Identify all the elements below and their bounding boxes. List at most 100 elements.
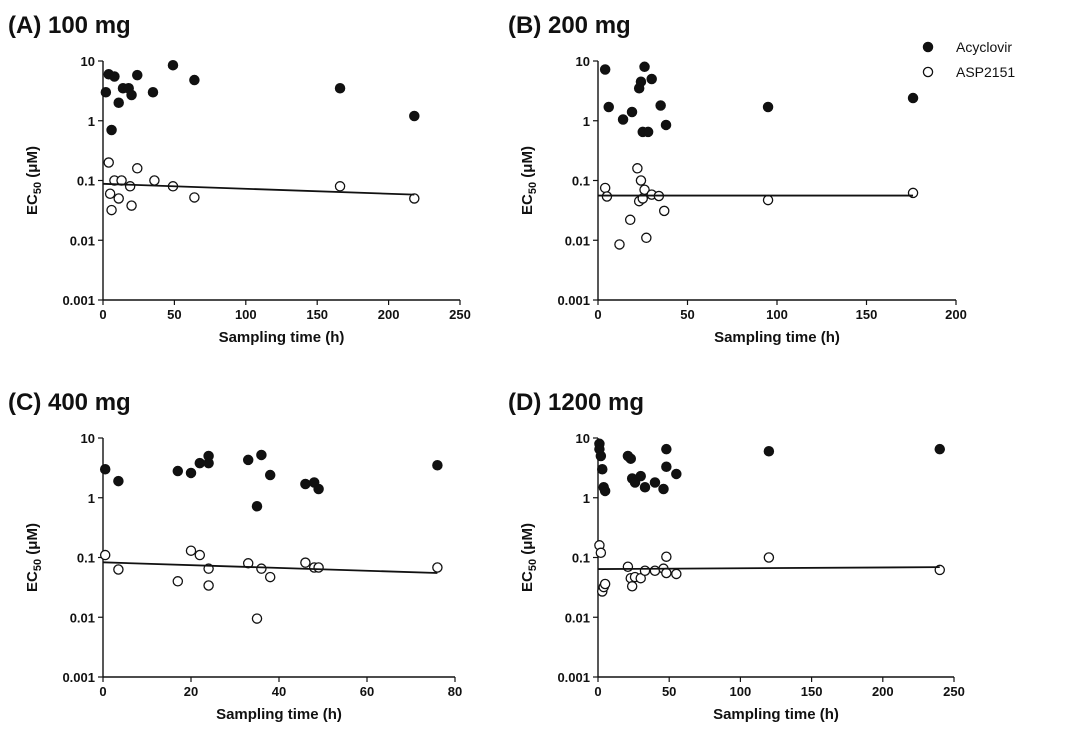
point-acyclovir-c-2 — [172, 465, 184, 477]
legend-marker-acyclovir — [922, 41, 934, 53]
panel-title-a: (A) 100 mg — [8, 12, 131, 39]
y-tick-label-a-2: 0.1 — [77, 174, 95, 189]
point-asp2151-d-7 — [626, 581, 638, 592]
x-tick-label-a-1: 50 — [167, 307, 181, 322]
point-asp2151-c-1 — [113, 564, 124, 575]
x-tick-label-a-3: 150 — [306, 307, 328, 322]
point-acyclovir-b-1 — [603, 101, 614, 113]
point-acyclovir-d-17 — [763, 446, 775, 457]
point-acyclovir-b-3 — [626, 106, 638, 118]
fit-line-c — [102, 561, 438, 574]
point-asp2151-d-5 — [622, 561, 634, 573]
y-axis-title-c: EC50 (μM) — [24, 523, 44, 592]
y-tick-label-c-3: 1 — [88, 491, 95, 506]
x-tick-label-a-2: 100 — [235, 307, 257, 322]
point-acyclovir-a-11 — [189, 74, 200, 86]
point-asp2151-c-3 — [185, 545, 197, 556]
legend-label-asp2151: ASP2151 — [956, 64, 1015, 80]
point-acyclovir-c-0 — [99, 463, 111, 475]
point-acyclovir-d-11 — [639, 481, 651, 493]
point-acyclovir-d-3 — [597, 463, 608, 475]
y-tick-label-b-1: 0.01 — [565, 233, 590, 248]
point-acyclovir-a-4 — [113, 97, 124, 109]
point-acyclovir-c-4 — [194, 457, 206, 469]
x-axis-title-b: Sampling time (h) — [714, 329, 840, 346]
point-asp2151-c-13 — [313, 562, 324, 573]
y-tick-label-c-2: 0.1 — [77, 551, 95, 566]
point-asp2151-b-3 — [624, 214, 636, 226]
chart-panel-b: (B) 200 mg 0 50 100 150 200 0.001 0.01 0.1 1 10 Sam… — [508, 12, 967, 346]
x-axis-title-a: Sampling time (h) — [219, 329, 345, 346]
point-asp2151-d-4 — [599, 578, 611, 590]
point-acyclovir-d-13 — [658, 483, 669, 495]
point-asp2151-b-2 — [614, 239, 625, 250]
x-tick-label-d-0: 0 — [594, 684, 601, 699]
point-asp2151-c-8 — [251, 613, 263, 624]
point-acyclovir-c-7 — [242, 454, 254, 466]
y-tick-label-d-2: 0.1 — [572, 551, 590, 566]
point-acyclovir-c-6 — [203, 457, 214, 469]
x-axis-title-c: Sampling time (h) — [216, 706, 342, 723]
point-asp2151-c-7 — [242, 558, 254, 569]
point-acyclovir-d-10 — [635, 470, 646, 482]
point-acyclovir-a-3 — [109, 71, 120, 82]
point-acyclovir-c-1 — [113, 475, 124, 487]
point-acyclovir-d-14 — [661, 443, 672, 455]
point-asp2151-b-0 — [599, 182, 611, 194]
x-axis-title-d: Sampling time (h) — [713, 706, 839, 723]
point-acyclovir-b-9 — [646, 73, 657, 85]
point-acyclovir-a-12 — [334, 82, 346, 94]
legend-marker-asp2151 — [922, 66, 934, 78]
legend: Acyclovir ASP2151 — [922, 39, 1015, 80]
point-acyclovir-c-8 — [251, 501, 263, 512]
y-tick-label-c-4: 10 — [81, 431, 95, 446]
point-asp2151-a-12 — [334, 181, 346, 192]
point-asp2151-d-11 — [649, 565, 661, 577]
chart-panel-a: (A) 100 mg 0 50 100 150 200 250 0.001 0.01 0.1 1 10… — [8, 12, 471, 346]
point-acyclovir-a-9 — [147, 86, 159, 98]
x-tick-label-a-5: 250 — [449, 307, 471, 322]
point-acyclovir-d-16 — [671, 468, 682, 480]
point-acyclovir-a-0 — [100, 86, 112, 98]
point-acyclovir-b-10 — [655, 100, 666, 111]
point-asp2151-b-9 — [641, 232, 652, 244]
point-acyclovir-b-13 — [907, 92, 919, 104]
chart-panel-c: (C) 400 mg 0 20 40 60 80 0.001 0.01 0.1 1 10 Sampli… — [8, 389, 462, 723]
point-acyclovir-d-2 — [595, 450, 607, 462]
x-tick-label-d-4: 200 — [872, 684, 894, 699]
point-acyclovir-a-7 — [126, 89, 137, 101]
point-asp2151-c-2 — [172, 576, 184, 587]
point-acyclovir-a-13 — [409, 110, 420, 122]
x-tick-label-c-0: 0 — [99, 684, 106, 699]
point-asp2151-a-8 — [132, 163, 143, 174]
x-tick-label-b-1: 50 — [680, 307, 694, 322]
x-tick-label-c-3: 60 — [360, 684, 374, 699]
y-tick-label-b-0: 0.001 — [557, 293, 590, 308]
point-acyclovir-b-7 — [639, 61, 650, 73]
y-axis-title-d: EC50 (μM) — [519, 523, 539, 592]
point-acyclovir-d-7 — [625, 453, 637, 464]
point-acyclovir-d-18 — [934, 443, 946, 455]
y-tick-label-d-1: 0.01 — [565, 610, 590, 625]
point-acyclovir-c-11 — [300, 478, 311, 490]
point-asp2151-d-16 — [763, 552, 775, 563]
point-asp2151-c-6 — [203, 580, 214, 591]
y-tick-label-a-0: 0.001 — [62, 293, 95, 308]
x-tick-label-b-0: 0 — [594, 307, 601, 322]
y-tick-label-c-0: 0.001 — [62, 670, 95, 685]
point-asp2151-c-4 — [194, 549, 206, 561]
y-tick-label-b-2: 0.1 — [572, 174, 590, 189]
panel-title-c: (C) 400 mg — [8, 389, 131, 416]
y-tick-label-d-4: 10 — [576, 431, 590, 446]
point-acyclovir-d-9 — [629, 477, 641, 488]
point-asp2151-c-0 — [99, 549, 111, 561]
chart-panel-d: (D) 1200 mg 0 50 100 150 200 250 0.001 0.01 0.1 1 1… — [508, 389, 965, 723]
y-tick-label-a-1: 0.01 — [70, 233, 95, 248]
point-asp2151-b-1 — [601, 191, 613, 202]
point-acyclovir-b-2 — [617, 114, 629, 125]
point-acyclovir-b-0 — [599, 64, 611, 75]
point-acyclovir-b-8 — [642, 126, 654, 138]
x-tick-label-d-1: 50 — [662, 684, 676, 699]
point-acyclovir-c-10 — [264, 469, 276, 481]
x-tick-label-c-4: 80 — [448, 684, 462, 699]
